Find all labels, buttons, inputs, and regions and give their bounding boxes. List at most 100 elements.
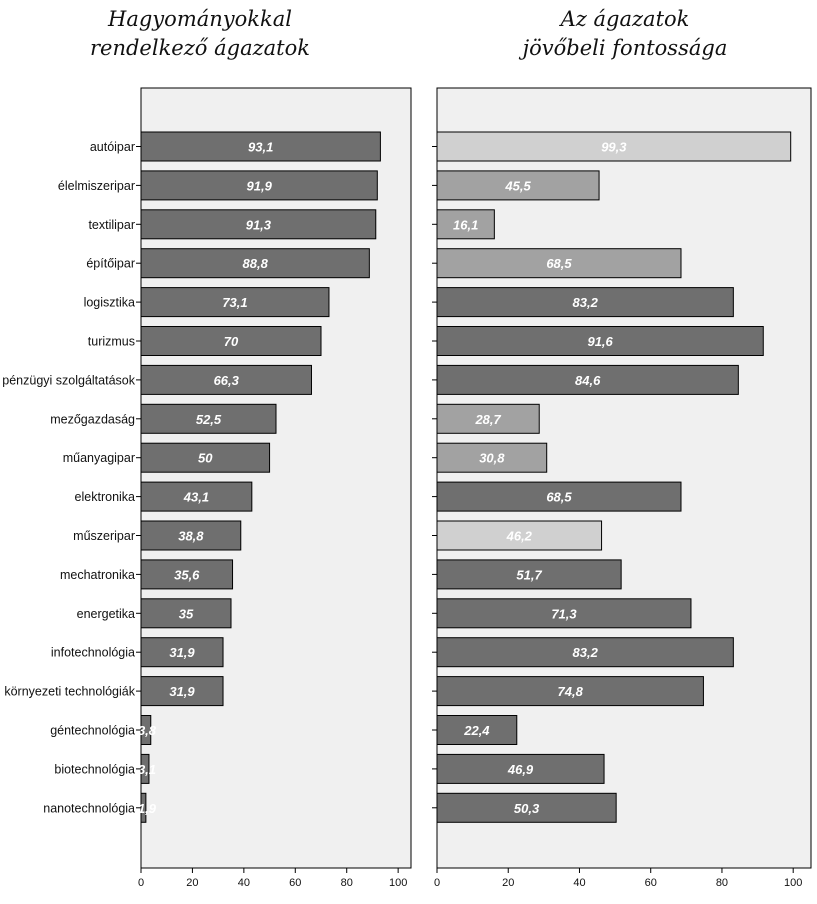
left-x-tick-label: 100 bbox=[389, 877, 407, 889]
category-label: textilipar bbox=[88, 218, 135, 232]
right-bar bbox=[436, 170, 600, 201]
left-value-label: 3,8 bbox=[138, 723, 157, 738]
left-x-tick-label: 20 bbox=[186, 877, 198, 889]
left-value-label: 52,5 bbox=[196, 412, 222, 427]
category-label: nanotechnológia bbox=[43, 801, 135, 815]
category-label: turizmus bbox=[88, 335, 135, 349]
right-value-label: 50,3 bbox=[514, 801, 540, 816]
left-value-label: 31,9 bbox=[169, 645, 195, 660]
right-bar bbox=[436, 753, 605, 784]
category-label: műszeripar bbox=[73, 529, 135, 543]
left-value-label: 93,1 bbox=[248, 140, 273, 155]
right-value-label: 30,8 bbox=[479, 451, 505, 466]
right-bar bbox=[436, 715, 518, 745]
right-bar bbox=[436, 676, 704, 707]
right-value-label: 71,3 bbox=[551, 606, 577, 621]
right-value-label: 16,1 bbox=[453, 217, 478, 232]
left-bar bbox=[140, 520, 242, 551]
right-x-tick-label: 60 bbox=[645, 877, 657, 889]
right-value-label: 91,6 bbox=[587, 334, 613, 349]
right-bar bbox=[436, 442, 548, 473]
right-bar bbox=[436, 792, 617, 823]
category-label: elektronika bbox=[75, 490, 135, 504]
left-x-tick-label: 80 bbox=[341, 877, 353, 889]
right-bar bbox=[436, 637, 734, 668]
right-x-tick-label: 100 bbox=[784, 877, 802, 889]
category-label: biotechnológia bbox=[54, 762, 135, 776]
left-bar bbox=[140, 326, 322, 356]
left-bar bbox=[140, 715, 152, 745]
left-value-label: 38,8 bbox=[178, 529, 204, 544]
left-bar bbox=[140, 170, 378, 201]
left-bar bbox=[140, 792, 147, 823]
left-value-label: 50 bbox=[198, 451, 213, 466]
right-bar bbox=[436, 559, 622, 590]
left-value-label: 35,6 bbox=[174, 567, 200, 582]
category-label: autóipar bbox=[90, 140, 135, 154]
left-bar bbox=[140, 287, 330, 318]
left-panel-title-line-1: Hagyományokkal bbox=[107, 7, 292, 31]
right-bar bbox=[436, 403, 540, 434]
left-value-label: 66,3 bbox=[214, 373, 240, 388]
right-bar bbox=[436, 520, 603, 551]
category-label: építőipar bbox=[86, 257, 135, 271]
left-value-label: 70 bbox=[224, 334, 239, 349]
left-bar bbox=[140, 637, 224, 668]
right-value-label: 22,4 bbox=[463, 723, 490, 738]
right-value-label: 74,8 bbox=[558, 684, 584, 699]
right-bar bbox=[436, 481, 682, 512]
right-value-label: 83,2 bbox=[573, 295, 599, 310]
right-plot-area bbox=[436, 87, 812, 869]
left-bar bbox=[140, 481, 253, 512]
left-x-tick-label: 40 bbox=[238, 877, 250, 889]
right-value-label: 68,5 bbox=[546, 490, 572, 505]
right-panel-title-line-2: jövőbeli fontossága bbox=[519, 36, 728, 60]
category-label: élelmiszeripar bbox=[58, 179, 135, 193]
left-value-label: 73,1 bbox=[222, 295, 247, 310]
left-panel-title-line-2: rendelkező ágazatok bbox=[90, 36, 310, 60]
left-x-tick-label: 60 bbox=[289, 877, 301, 889]
left-value-label: 1,9 bbox=[138, 801, 157, 816]
left-bar bbox=[140, 753, 150, 784]
right-bar bbox=[436, 287, 734, 318]
right-value-label: 46,2 bbox=[506, 529, 533, 544]
right-panel-title-line-1: Az ágazatok bbox=[559, 7, 690, 31]
left-bar bbox=[140, 442, 271, 473]
right-value-label: 51,7 bbox=[516, 567, 542, 582]
category-label: infotechnológia bbox=[51, 646, 135, 660]
left-bar bbox=[140, 559, 234, 590]
category-label: műanyagipar bbox=[63, 451, 135, 465]
category-label: környezeti technológiák bbox=[4, 685, 135, 699]
right-value-label: 68,5 bbox=[546, 256, 572, 271]
category-label: mezőgazdaság bbox=[50, 412, 135, 426]
category-label: energetika bbox=[77, 607, 135, 621]
right-bar bbox=[436, 248, 682, 279]
left-value-label: 43,1 bbox=[183, 490, 209, 505]
right-x-tick-label: 80 bbox=[716, 877, 728, 889]
right-bar bbox=[436, 598, 692, 629]
left-value-label: 88,8 bbox=[243, 256, 269, 271]
right-value-label: 28,7 bbox=[474, 412, 501, 427]
left-x-tick-label: 0 bbox=[138, 877, 144, 889]
right-value-label: 84,6 bbox=[575, 373, 601, 388]
left-bar bbox=[140, 598, 232, 629]
right-value-label: 46,9 bbox=[507, 762, 534, 777]
left-bar bbox=[140, 364, 312, 395]
category-label: pénzügyi szolgáltatások bbox=[2, 373, 135, 387]
right-x-tick-label: 20 bbox=[502, 877, 514, 889]
left-value-label: 35 bbox=[179, 606, 194, 621]
left-value-label: 91,9 bbox=[247, 178, 273, 193]
left-plot-area bbox=[140, 87, 412, 869]
left-bar bbox=[140, 248, 370, 279]
left-bar bbox=[140, 676, 224, 707]
right-x-tick-label: 40 bbox=[573, 877, 585, 889]
right-panel: 99,3 45,5 16,1 68,5 83,2 91,6 84,6 28,7 30,8 68,5… bbox=[432, 87, 812, 889]
left-bar bbox=[140, 209, 377, 240]
right-bar bbox=[436, 131, 792, 162]
category-label: géntechnológia bbox=[50, 724, 135, 738]
right-value-label: 45,5 bbox=[504, 178, 531, 193]
left-bar bbox=[140, 403, 277, 434]
left-value-label: 91,3 bbox=[246, 217, 272, 232]
right-value-label: 83,2 bbox=[573, 645, 599, 660]
